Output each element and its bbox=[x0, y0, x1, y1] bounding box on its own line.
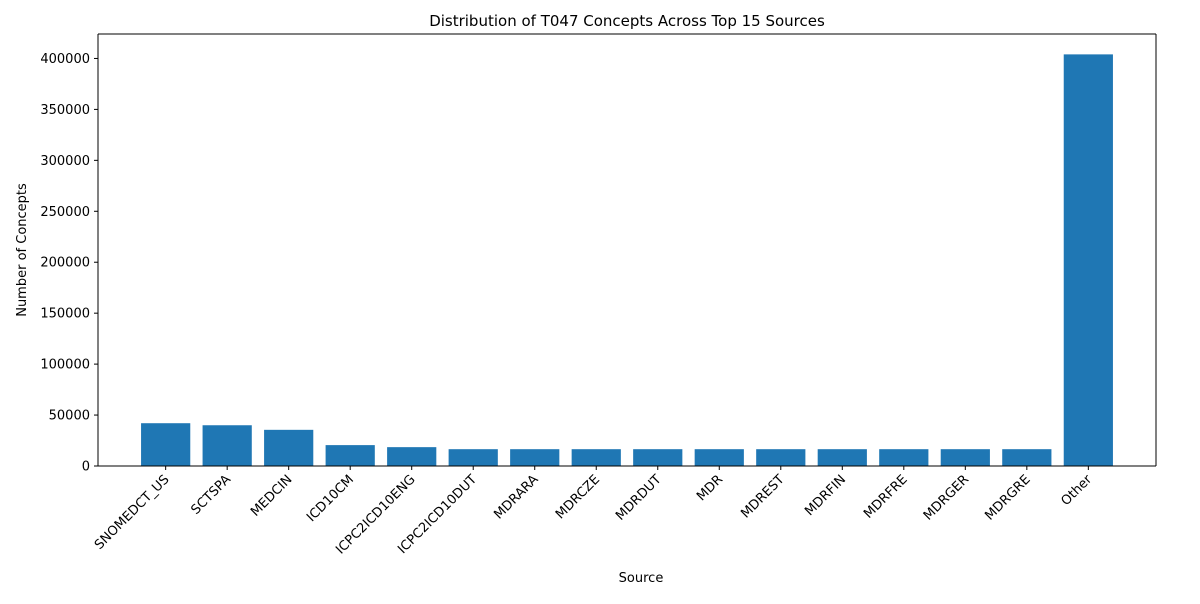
y-tick-label: 350000 bbox=[40, 103, 90, 118]
bar-icpc2icd10eng bbox=[387, 447, 437, 466]
bar-mdrger bbox=[940, 449, 990, 466]
y-tick-label: 250000 bbox=[40, 205, 90, 220]
bar-icpc2icd10dut bbox=[448, 449, 498, 466]
bar-mdrest bbox=[756, 449, 806, 466]
bar-other bbox=[1063, 54, 1113, 467]
chart-title: Distribution of T047 Concepts Across Top… bbox=[429, 12, 825, 30]
bar-medcin bbox=[264, 429, 314, 466]
y-tick-label: 200000 bbox=[40, 256, 90, 271]
y-tick-label: 0 bbox=[82, 460, 90, 475]
y-axis-ticks: 0 50000 100000 150000 200000 250000 300000 3500… bbox=[40, 52, 98, 475]
y-tick-label: 150000 bbox=[40, 307, 90, 322]
y-tick-label: 300000 bbox=[40, 154, 90, 169]
bar-mdrcze bbox=[571, 449, 621, 466]
bar-mdrdut bbox=[633, 449, 683, 466]
bars-group bbox=[141, 54, 1113, 467]
bar-mdrfre bbox=[879, 449, 929, 466]
bar-mdrara bbox=[510, 449, 560, 466]
y-tick-label: 50000 bbox=[49, 409, 90, 424]
bar-mdrgre bbox=[1002, 449, 1052, 466]
y-tick-label: 100000 bbox=[40, 358, 90, 373]
bar-sctspa bbox=[202, 425, 252, 466]
y-tick-label: 400000 bbox=[40, 52, 90, 67]
x-axis-label: Source bbox=[619, 571, 664, 586]
bar-icd10cm bbox=[325, 445, 375, 466]
bar-mdr bbox=[694, 449, 744, 466]
y-axis-label: Number of Concepts bbox=[15, 183, 30, 317]
bar-mdrfin bbox=[817, 449, 867, 466]
bar-snomedct-us bbox=[141, 423, 191, 466]
